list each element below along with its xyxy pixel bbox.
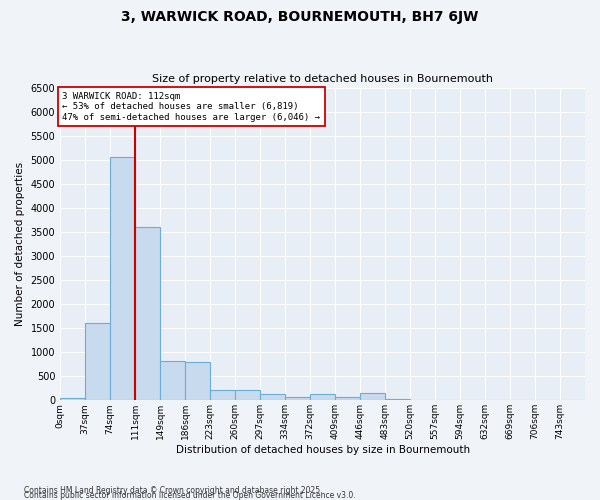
Bar: [110, 158, 135, 400]
Bar: [360, 393, 385, 400]
Bar: [310, 394, 335, 400]
Bar: [135, 227, 160, 400]
Bar: [210, 390, 235, 400]
X-axis label: Distribution of detached houses by size in Bournemouth: Distribution of detached houses by size …: [176, 445, 470, 455]
Bar: [160, 361, 185, 401]
Bar: [60, 398, 85, 400]
Text: 3, WARWICK ROAD, BOURNEMOUTH, BH7 6JW: 3, WARWICK ROAD, BOURNEMOUTH, BH7 6JW: [121, 10, 479, 24]
Title: Size of property relative to detached houses in Bournemouth: Size of property relative to detached ho…: [152, 74, 493, 84]
Text: Contains HM Land Registry data © Crown copyright and database right 2025.: Contains HM Land Registry data © Crown c…: [24, 486, 323, 495]
Bar: [335, 398, 360, 400]
Bar: [185, 362, 210, 401]
Bar: [235, 390, 260, 400]
Bar: [260, 394, 285, 400]
Text: Contains public sector information licensed under the Open Government Licence v3: Contains public sector information licen…: [24, 491, 356, 500]
Text: 3 WARWICK ROAD: 112sqm
← 53% of detached houses are smaller (6,819)
47% of semi-: 3 WARWICK ROAD: 112sqm ← 53% of detached…: [62, 92, 320, 122]
Y-axis label: Number of detached properties: Number of detached properties: [15, 162, 25, 326]
Bar: [85, 324, 110, 400]
Bar: [285, 398, 310, 400]
